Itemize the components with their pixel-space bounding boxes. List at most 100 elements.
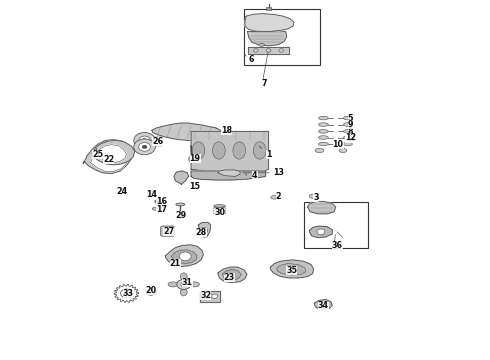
Ellipse shape: [253, 142, 266, 159]
Circle shape: [177, 279, 191, 289]
Polygon shape: [248, 47, 289, 54]
Polygon shape: [198, 222, 211, 237]
Text: 3: 3: [313, 193, 319, 202]
Ellipse shape: [309, 194, 318, 198]
Ellipse shape: [343, 123, 352, 126]
Circle shape: [134, 139, 155, 155]
Ellipse shape: [214, 207, 225, 210]
Ellipse shape: [318, 123, 328, 126]
Text: 31: 31: [182, 278, 193, 287]
Text: 11: 11: [345, 134, 356, 143]
Circle shape: [200, 228, 208, 233]
Ellipse shape: [214, 212, 225, 215]
Ellipse shape: [214, 204, 225, 207]
Text: 1: 1: [266, 150, 271, 159]
Text: 27: 27: [164, 227, 174, 236]
Text: 28: 28: [196, 228, 206, 237]
Text: 24: 24: [116, 187, 127, 196]
Polygon shape: [98, 145, 126, 163]
Circle shape: [149, 290, 153, 293]
Circle shape: [179, 252, 191, 261]
Ellipse shape: [190, 282, 199, 287]
Ellipse shape: [214, 210, 225, 212]
Polygon shape: [166, 245, 203, 266]
Polygon shape: [152, 123, 221, 140]
Bar: [304, 202, 368, 248]
Ellipse shape: [318, 130, 328, 133]
Polygon shape: [218, 267, 247, 283]
Text: 13: 13: [273, 168, 284, 177]
Text: 8: 8: [347, 127, 353, 136]
Text: 19: 19: [190, 154, 200, 163]
Polygon shape: [218, 170, 240, 176]
Text: 4: 4: [252, 171, 258, 180]
Polygon shape: [172, 250, 197, 264]
Text: 22: 22: [103, 155, 114, 163]
Ellipse shape: [270, 195, 278, 199]
Bar: [244, 9, 320, 65]
Text: 23: 23: [224, 273, 235, 282]
Polygon shape: [191, 171, 266, 180]
Ellipse shape: [213, 142, 225, 159]
Ellipse shape: [180, 273, 187, 280]
Ellipse shape: [343, 130, 352, 133]
Polygon shape: [308, 202, 336, 214]
Text: 25: 25: [93, 150, 103, 159]
Polygon shape: [270, 260, 314, 278]
Circle shape: [146, 288, 156, 295]
Polygon shape: [277, 264, 306, 275]
Text: 5: 5: [347, 114, 353, 123]
Text: 7: 7: [262, 79, 268, 88]
Text: 20: 20: [146, 287, 156, 295]
Polygon shape: [222, 269, 241, 280]
Ellipse shape: [147, 190, 154, 197]
Text: 26: 26: [152, 137, 163, 146]
Text: 36: 36: [332, 241, 343, 250]
Ellipse shape: [155, 200, 161, 203]
Polygon shape: [245, 14, 294, 32]
Ellipse shape: [343, 116, 352, 120]
Polygon shape: [191, 131, 269, 176]
Text: 35: 35: [286, 266, 297, 275]
Polygon shape: [315, 300, 332, 310]
Text: 16: 16: [156, 197, 167, 206]
FancyBboxPatch shape: [161, 226, 174, 236]
Polygon shape: [120, 188, 126, 194]
Ellipse shape: [192, 142, 205, 159]
Text: 14: 14: [147, 190, 157, 199]
Text: 2: 2: [275, 192, 281, 201]
Circle shape: [202, 294, 208, 298]
Polygon shape: [91, 147, 127, 171]
Text: 10: 10: [333, 140, 343, 149]
Polygon shape: [200, 291, 220, 302]
Ellipse shape: [343, 142, 352, 146]
Ellipse shape: [318, 142, 328, 146]
Ellipse shape: [343, 136, 352, 139]
Text: 6: 6: [248, 55, 254, 64]
Polygon shape: [247, 31, 287, 46]
Text: 32: 32: [200, 292, 211, 300]
Circle shape: [123, 291, 129, 296]
Bar: [151, 137, 162, 146]
Polygon shape: [92, 140, 135, 165]
Text: 34: 34: [318, 302, 329, 310]
Circle shape: [134, 132, 155, 148]
Circle shape: [317, 229, 325, 235]
Ellipse shape: [168, 282, 178, 287]
Ellipse shape: [180, 289, 187, 296]
Circle shape: [139, 136, 150, 145]
Circle shape: [139, 143, 150, 151]
Ellipse shape: [318, 136, 328, 139]
Text: 12: 12: [345, 133, 356, 142]
Circle shape: [207, 294, 213, 298]
Text: 33: 33: [123, 289, 134, 298]
Polygon shape: [174, 171, 189, 184]
Text: 17: 17: [156, 205, 167, 214]
Circle shape: [212, 294, 218, 298]
Ellipse shape: [259, 44, 265, 46]
Text: 15: 15: [190, 182, 200, 191]
Ellipse shape: [233, 142, 245, 159]
Text: 9: 9: [347, 120, 353, 129]
Polygon shape: [83, 140, 132, 174]
Ellipse shape: [318, 116, 328, 120]
